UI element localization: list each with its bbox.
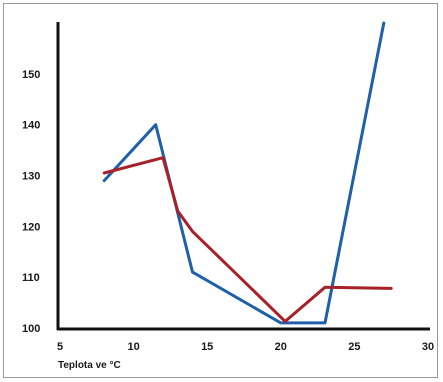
y-tick-label: 110 xyxy=(22,272,40,284)
tick-labels: 100 110 120 130 140 150 5 10 15 20 25 30 xyxy=(22,69,434,353)
x-tick-label: 30 xyxy=(422,341,434,353)
y-tick-label: 140 xyxy=(22,120,40,132)
series-line-2 xyxy=(102,156,393,323)
y-tick-label: 120 xyxy=(22,221,40,233)
x-tick-label: 5 xyxy=(57,341,63,353)
axes xyxy=(56,22,430,331)
y-tick-label: 150 xyxy=(22,69,40,81)
x-tick-label: 25 xyxy=(348,341,360,353)
x-tick-label: 20 xyxy=(275,341,287,353)
chart-frame xyxy=(3,3,438,378)
x-tick-label: 15 xyxy=(201,341,213,353)
series-lines xyxy=(102,21,393,325)
x-axis-title: Teplota ve °C xyxy=(58,360,121,371)
x-tick-label: 10 xyxy=(127,341,139,353)
y-tick-label: 100 xyxy=(22,323,40,335)
y-tick-label: 130 xyxy=(22,171,40,183)
series-line-1 xyxy=(102,21,386,325)
